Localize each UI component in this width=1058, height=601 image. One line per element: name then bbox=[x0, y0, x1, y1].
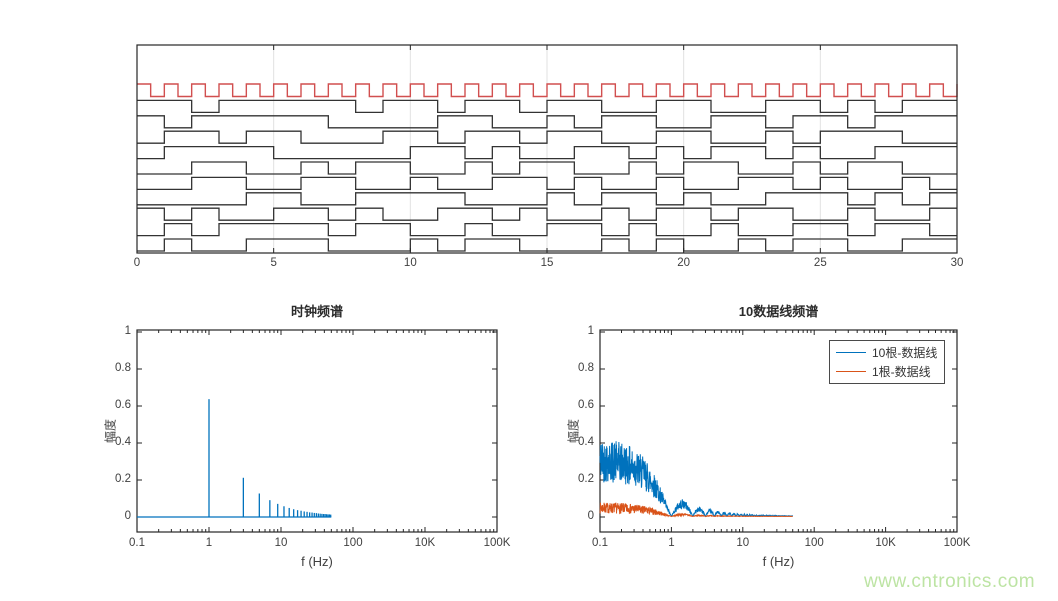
y-tick-label: 0.2 bbox=[115, 473, 131, 485]
data-line-waveform bbox=[137, 161, 957, 175]
data-line-waveform bbox=[137, 145, 957, 160]
legend-line-sample-orange bbox=[836, 371, 866, 372]
x-tick-label: 0.1 bbox=[592, 537, 608, 549]
x-tick-label: 15 bbox=[540, 257, 554, 269]
x-tick-label: 30 bbox=[950, 257, 964, 269]
clock-spectrum-title: 时钟频谱 bbox=[290, 304, 343, 319]
data-line-waveform bbox=[137, 238, 957, 252]
x-tick-label: 20 bbox=[677, 257, 691, 269]
x-tick-label: 10 bbox=[274, 537, 288, 549]
data-spectrum-xlabel: f (Hz) bbox=[762, 554, 795, 569]
data-line-waveform bbox=[137, 176, 957, 191]
x-tick-label: 1 bbox=[668, 537, 675, 549]
legend-line-sample-blue bbox=[836, 352, 866, 353]
spectrum-curve-orange bbox=[599, 502, 793, 518]
x-tick-label: 10 bbox=[403, 257, 417, 269]
y-tick-label: 0.6 bbox=[115, 399, 131, 411]
legend-label: 1根-数据线 bbox=[872, 365, 931, 379]
clock-waveform bbox=[137, 83, 958, 98]
y-tick-label: 1 bbox=[124, 325, 131, 337]
x-tick-label: 10K bbox=[414, 537, 436, 549]
y-tick-label: 0.8 bbox=[115, 362, 131, 374]
x-tick-label: 5 bbox=[270, 257, 277, 269]
data-lines-spectrum-box bbox=[599, 329, 958, 533]
x-tick-label: 0 bbox=[133, 257, 141, 269]
data-line-waveform bbox=[137, 207, 957, 221]
clock-spectrum-xlabel: f (Hz) bbox=[301, 554, 333, 569]
y-tick-label: 0 bbox=[587, 510, 594, 522]
x-tick-label: 100 bbox=[343, 537, 363, 549]
data-spectrum-ylabel: 幅度 bbox=[566, 418, 581, 444]
x-tick-label: 100K bbox=[943, 537, 971, 549]
data-spectrum-title: 10数据线频谱 bbox=[738, 304, 819, 319]
x-tick-label: 25 bbox=[813, 257, 827, 269]
data-line-waveform bbox=[137, 192, 957, 206]
clock-spectrum-ylabel: 幅度 bbox=[103, 418, 118, 444]
y-tick-label: 0.4 bbox=[578, 436, 594, 448]
data-line-waveform bbox=[137, 99, 957, 114]
data-line-waveform bbox=[137, 222, 957, 237]
legend-entry-1-line: 1根-数据线 bbox=[836, 364, 937, 379]
x-tick-label: 100K bbox=[483, 537, 511, 549]
legend-label: 10根-数据线 bbox=[872, 346, 938, 360]
y-tick-label: 1 bbox=[587, 325, 594, 337]
x-tick-label: 10 bbox=[736, 537, 750, 549]
clock-spectrum-box bbox=[136, 329, 498, 533]
legend: 10根-数据线 1根-数据线 bbox=[829, 340, 946, 384]
y-tick-label: 0.6 bbox=[578, 399, 594, 411]
data-line-waveform bbox=[137, 130, 957, 144]
y-tick-label: 0.8 bbox=[578, 362, 594, 374]
x-tick-label: 1 bbox=[205, 537, 213, 549]
y-tick-label: 0 bbox=[124, 510, 131, 522]
legend-entry-10-lines: 10根-数据线 bbox=[836, 345, 937, 360]
watermark: www.cntronics.com bbox=[864, 571, 1036, 592]
x-tick-label: 0.1 bbox=[129, 537, 145, 549]
x-tick-label: 10K bbox=[875, 537, 896, 549]
y-tick-label: 0.2 bbox=[578, 473, 594, 485]
x-tick-label: 100 bbox=[804, 537, 824, 549]
spectrum-curve-blue bbox=[599, 441, 794, 518]
y-tick-label: 0.4 bbox=[115, 436, 131, 448]
data-line-waveform bbox=[137, 115, 957, 129]
